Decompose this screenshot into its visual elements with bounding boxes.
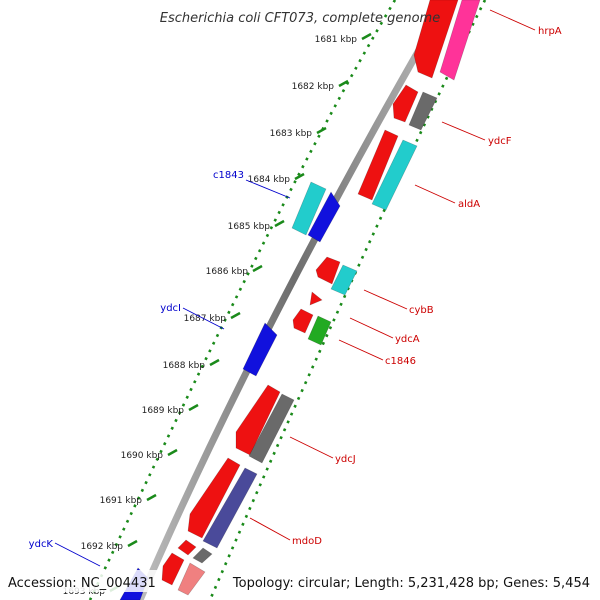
gene-label-layer: hrpA ydcF aldA cybB ydcA c1846 ydcJ mdoD c1843 yd… [29,9,562,567]
ruler-tick-label: 1690 kbp [121,451,164,461]
ruler-tick [146,493,157,502]
gene-feature[interactable] [413,0,459,79]
ruler-tick [316,126,327,135]
genome-backbone [136,0,452,600]
ruler-tick-label: 1691 kbp [100,496,143,506]
gene-feature[interactable] [192,547,213,564]
gene-label-hrpA[interactable]: hrpA [538,26,562,37]
gene-label-ydcI[interactable]: ydcI [160,303,181,314]
gene-feature-aldA[interactable] [371,139,418,211]
gene-feature[interactable] [357,129,399,201]
gene-feature[interactable] [161,552,185,586]
ruler-tick [252,264,263,273]
ruler-tick [167,448,178,457]
gene-label-c1846[interactable]: c1846 [385,356,416,367]
ruler-tick-label: 1685 kbp [228,222,271,232]
ruler-tick [209,358,220,367]
ruler-tick [274,219,285,228]
ruler-tick [294,172,305,181]
gene-label-ydcJ[interactable]: ydcJ [335,454,356,465]
map-title: Escherichia coli CFT073, complete genome [160,11,440,26]
gene-feature[interactable] [235,384,281,456]
gene-label-ydcA[interactable]: ydcA [395,334,420,345]
accession-label: Accession: NC_004431 [8,576,156,591]
ruler-tick-layer: 1681 kbp 1682 kbp 1683 kbp 1684 kbp 1685 kbp… [63,32,372,597]
gene-feature[interactable] [392,84,419,123]
ruler-tick-label: 1684 kbp [248,175,291,185]
gene-feature-c1843[interactable] [291,181,327,236]
gene-label-leader [489,9,536,31]
gene-label-ydcK[interactable]: ydcK [29,539,54,550]
gene-feature[interactable] [315,256,341,285]
genome-summary-label: Topology: circular; Length: 5,231,428 bp… [232,576,590,591]
gene-feature[interactable] [292,308,314,334]
gene-feature-hrpA[interactable] [439,0,481,81]
gene-label-mdoD[interactable]: mdoD [292,536,322,547]
gene-feature-cybB[interactable] [330,264,358,296]
ruler-tick [338,79,349,88]
gene-label-leader [441,121,486,141]
ruler-tick-label: 1686 kbp [206,267,249,277]
ruler-tick-label: 1683 kbp [270,129,313,139]
ruler-tick-label: 1681 kbp [315,35,358,45]
gene-label-leader [349,317,394,339]
gene-label-leader [338,339,384,361]
gene-feature-layer [119,0,481,600]
gene-label-leader [182,307,225,330]
accession-backdrop [0,570,160,592]
ruler-tick-label: 1688 kbp [163,361,206,371]
ruler-dotted-line [88,0,397,600]
summary-backdrop [255,570,600,592]
gene-label-leader [245,179,291,199]
gene-label-leader [249,517,291,541]
gene-feature-c1846[interactable] [307,315,332,346]
ruler-tick-label: 1689 kbp [142,406,185,416]
gene-feature-mdoD[interactable] [202,467,258,549]
gene-feature[interactable] [177,562,206,596]
gene-label-leader [363,289,408,310]
ruler-tick-label: 1692 kbp [81,542,124,552]
gene-label-leader [414,184,456,204]
ruler-tick [230,311,241,320]
ruler-tick [188,403,199,412]
gene-feature-ydcJ[interactable] [248,393,295,464]
ruler-dotted-line-inner [208,0,487,600]
gene-feature[interactable] [187,457,241,539]
gene-feature[interactable] [309,291,323,306]
ruler-tick [127,539,138,548]
ruler-tick [361,32,372,41]
gene-feature-ydcF[interactable] [408,91,438,131]
gene-feature-ydcI[interactable] [242,322,278,377]
gene-label-cybB[interactable]: cybB [409,305,434,316]
ruler-tick-label: 1682 kbp [292,82,335,92]
gene-label-ydcF[interactable]: ydcF [488,136,512,147]
gene-label-aldA[interactable]: aldA [458,199,480,210]
gene-label-leader [54,542,101,567]
gene-feature[interactable] [307,191,341,243]
gene-label-leader [289,436,334,459]
gene-label-c1843[interactable]: c1843 [213,170,244,181]
gene-feature[interactable] [177,539,197,556]
